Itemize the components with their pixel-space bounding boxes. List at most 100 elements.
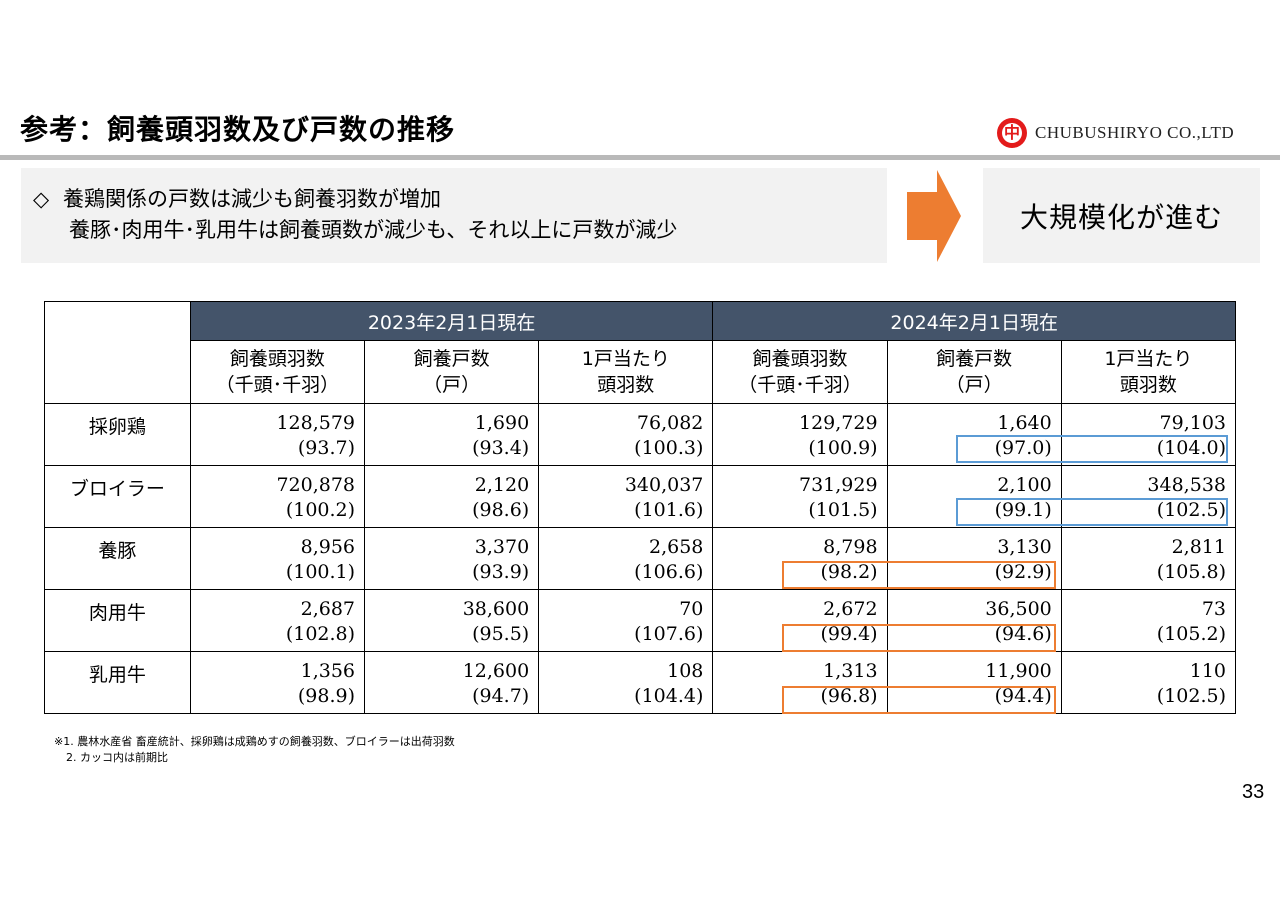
cell-value: 128,579	[276, 412, 356, 434]
cell-value: 8,798	[823, 536, 878, 558]
cell-ratio: (101.5)	[808, 499, 878, 521]
data-cell: 2,658 (106.6)	[538, 527, 714, 590]
column-header-line: （千頭･千羽）	[215, 374, 340, 396]
cell-value: 129,729	[799, 412, 878, 434]
column-header-line: 頭羽数	[597, 374, 655, 396]
footnotes: ※1. 農林水産省 畜産統計、採卵鶏は成鶏めすの飼養羽数、ブロイラーは出荷羽数 …	[54, 734, 455, 766]
cell-value: 340,037	[624, 474, 704, 496]
cell-value: 2,100	[997, 474, 1052, 496]
column-header-line: 頭羽数	[1119, 374, 1177, 396]
data-cell: 38,600 (95.5)	[364, 589, 540, 652]
company-name: CHUBUSHIRYO CO.,LTD	[1035, 123, 1235, 142]
cell-value: 2,658	[648, 536, 704, 558]
data-cell: 129,729 (100.9)	[712, 403, 888, 466]
cell-value: 70	[679, 598, 704, 620]
row-label: 養豚	[44, 527, 191, 590]
cell-value: 1,640	[997, 412, 1052, 434]
cell-value: 79,103	[1159, 412, 1226, 434]
cell-ratio: (100.9)	[808, 437, 878, 459]
cell-ratio: (93.9)	[472, 561, 530, 583]
result-box: 大規模化が進む	[983, 168, 1260, 263]
cell-ratio: (96.8)	[820, 685, 878, 707]
data-cell: 36,500 (94.6)	[886, 589, 1062, 652]
column-header-line: （戸）	[945, 374, 1003, 396]
cell-value: 3,370	[474, 536, 530, 558]
cell-value: 11,900	[985, 660, 1052, 682]
cell-value: 8,956	[300, 536, 356, 558]
column-header: 1戸当たり頭羽数	[1060, 340, 1237, 404]
cell-ratio: (92.9)	[994, 561, 1052, 583]
cell-ratio: (104.4)	[634, 685, 704, 707]
cell-ratio: (100.3)	[634, 437, 704, 459]
table-row: 養豚 8,956 (100.1) 3,370 (93.9) 2,658 (106.6) 8,7…	[44, 527, 1237, 590]
cell-ratio: (106.6)	[634, 561, 704, 583]
cell-ratio: (100.1)	[285, 561, 356, 583]
column-header-line: （戸）	[423, 374, 481, 396]
data-cell: 2,120 (98.6)	[364, 465, 540, 528]
cell-value: 2,687	[300, 598, 356, 620]
row-label: 乳用牛	[44, 651, 191, 714]
cell-value: 720,878	[276, 474, 356, 496]
data-cell: 8,956 (100.1)	[189, 527, 366, 590]
data-cell: 108 (104.4)	[538, 651, 714, 714]
period-header-2023: 2023年2月1日現在	[189, 301, 714, 341]
cell-value: 110	[1189, 660, 1226, 682]
column-header-line: 飼養戸数	[413, 348, 490, 370]
data-cell: 73 (105.2)	[1060, 589, 1237, 652]
column-header: 飼養頭羽数 （千頭･千羽）	[189, 340, 366, 404]
cell-value: 3,130	[997, 536, 1052, 558]
data-cell: 2,100 (99.1)	[886, 465, 1062, 528]
data-cell: 2,672 (99.4)	[712, 589, 888, 652]
highlight-box-broiler-2024	[956, 498, 1228, 526]
cell-ratio: (101.6)	[634, 499, 704, 521]
data-cell: 720,878 (100.2)	[189, 465, 366, 528]
cell-value: 1,690	[474, 412, 530, 434]
row-label: 肉用牛	[44, 589, 191, 652]
table-row: 乳用牛 1,356 (98.9) 12,600 (94.7) 108 (104.4) 1,31…	[44, 651, 1237, 714]
cell-value: 1,356	[300, 660, 356, 682]
column-header-line: 1戸当たり	[581, 348, 670, 370]
highlight-box-dairy-2024	[782, 686, 1056, 714]
livestock-table: 2023年2月1日現在 2024年2月1日現在 飼養頭羽数 （千頭･千羽） 飼養戸数…	[44, 301, 1237, 714]
page-title: 参考：飼養頭羽数及び戸数の推移	[20, 113, 456, 146]
data-cell: 76,082 (100.3)	[538, 403, 714, 466]
cell-ratio: (102.5)	[1156, 499, 1226, 521]
diamond-bullet-icon: ◇	[33, 187, 50, 211]
highlight-box-beef-2024	[782, 624, 1056, 652]
data-cell: 3,130 (92.9)	[886, 527, 1062, 590]
right-arrow-icon	[907, 170, 961, 262]
data-cell: 2,687 (102.8)	[189, 589, 366, 652]
data-cell: 1,313 (96.8)	[712, 651, 888, 714]
cell-ratio: (94.7)	[472, 685, 530, 707]
table-row: 肉用牛 2,687 (102.8) 38,600 (95.5) 70 (107.6) 2,67…	[44, 589, 1237, 652]
data-cell: 11,900 (94.4)	[886, 651, 1062, 714]
column-header: 1戸当たり頭羽数	[538, 340, 714, 404]
cell-ratio: (93.4)	[472, 437, 530, 459]
cell-value: 36,500	[985, 598, 1052, 620]
column-header-line: 飼養戸数	[936, 348, 1013, 370]
column-header-line: 飼養頭羽数	[752, 348, 848, 370]
data-cell: 731,929 (101.5)	[712, 465, 888, 528]
data-cell: 70 (107.6)	[538, 589, 714, 652]
column-header-line: 飼養頭羽数	[229, 348, 325, 370]
cell-ratio: (97.0)	[994, 437, 1052, 459]
cell-ratio: (98.9)	[297, 685, 356, 707]
cell-value: 2,811	[1171, 536, 1226, 558]
company-logo: 中 CHUBUSHIRYO CO.,LTD	[997, 118, 1234, 148]
page-number: 33	[1242, 781, 1265, 803]
column-header-line: 1戸当たり	[1104, 348, 1193, 370]
cell-ratio: (107.6)	[634, 623, 704, 645]
cell-value: 12,600	[462, 660, 530, 682]
cell-value: 73	[1201, 598, 1226, 620]
data-cell: 128,579 (93.7)	[189, 403, 366, 466]
data-cell: 2,811 (105.8)	[1060, 527, 1237, 590]
highlight-box-layer-2024	[956, 435, 1228, 463]
cell-value: 731,929	[799, 474, 878, 496]
cell-value: 2,672	[823, 598, 878, 620]
column-header: 飼養戸数 （戸）	[886, 340, 1062, 404]
logo-mark-icon: 中	[997, 118, 1027, 148]
summary-callout: ◇ 養鶏関係の戸数は減少も飼養羽数が増加 養豚･肉用牛･乳用牛は飼養頭数が減少も、…	[21, 168, 887, 263]
cell-value: 1,313	[823, 660, 878, 682]
data-cell: 340,037 (101.6)	[538, 465, 714, 528]
data-cell: 1,690 (93.4)	[364, 403, 540, 466]
